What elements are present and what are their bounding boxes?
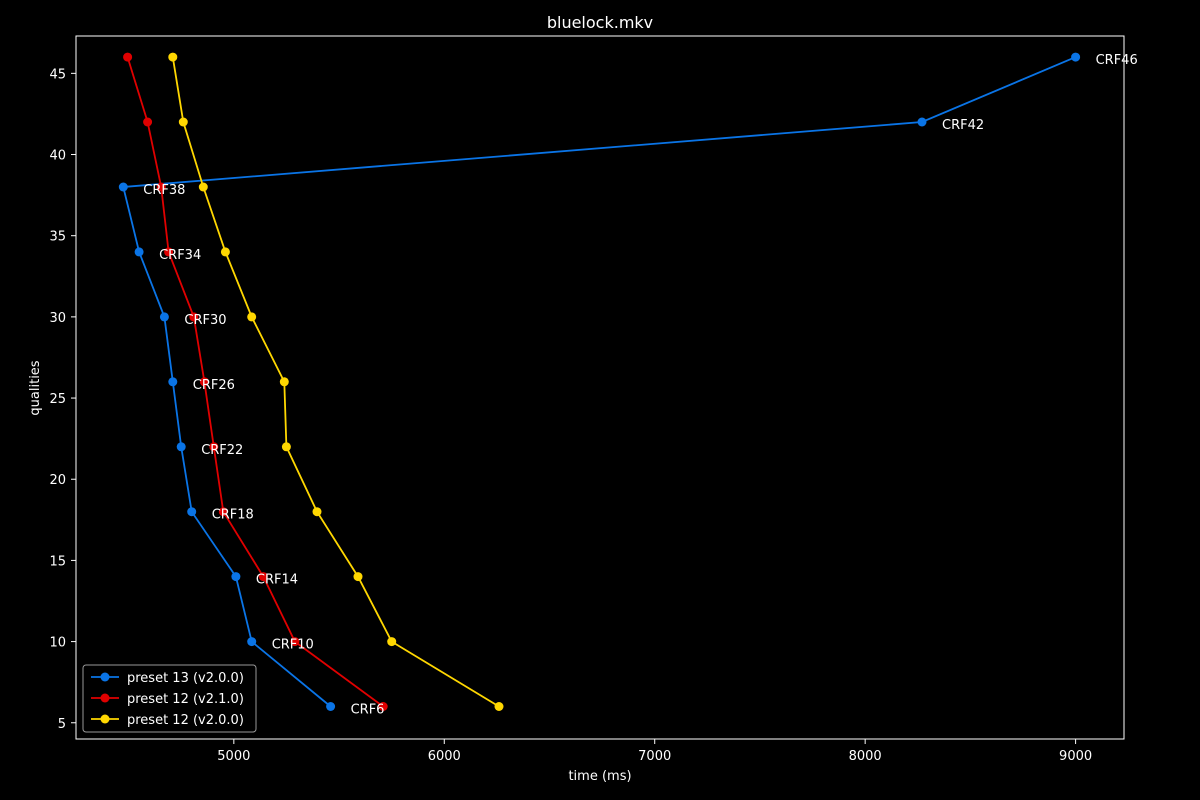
data-point <box>231 572 241 582</box>
data-point <box>220 247 230 257</box>
point-annotation: CRF10 <box>272 638 314 653</box>
y-axis: 5 10 15 20 25 30 35 40 45 <box>49 67 76 732</box>
data-point <box>290 637 300 647</box>
legend-item: preset 13 (v2.0.0) <box>91 671 244 686</box>
legend-label: preset 13 (v2.0.0) <box>127 671 244 686</box>
data-point <box>168 52 178 62</box>
data-point <box>258 572 268 582</box>
x-tick-label: 7000 <box>638 749 671 764</box>
data-point <box>168 377 178 387</box>
legend-item: preset 12 (v2.1.0) <box>91 692 244 707</box>
legend-label: preset 12 (v2.0.0) <box>127 713 244 728</box>
data-point <box>247 312 257 322</box>
data-point <box>387 637 397 647</box>
x-tick-label: 5000 <box>217 749 250 764</box>
data-point <box>247 637 257 647</box>
data-point <box>198 182 208 192</box>
point-annotation: CRF30 <box>184 313 226 328</box>
legend-label: preset 12 (v2.1.0) <box>127 692 244 707</box>
data-point <box>378 702 388 711</box>
data-point <box>326 702 336 711</box>
x-tick-label: 8000 <box>849 749 882 764</box>
data-point <box>279 377 289 387</box>
chart-title: bluelock.mkv <box>547 13 653 32</box>
data-point <box>118 182 128 192</box>
legend: preset 13 (v2.0.0) preset 12 (v2.1.0) pres… <box>82 664 257 733</box>
data-point <box>164 247 174 257</box>
y-tick-label: 30 <box>49 311 66 326</box>
data-point <box>312 507 322 517</box>
x-axis: 5000 6000 7000 8000 9000 <box>217 739 1092 764</box>
point-annotation: CRF38 <box>143 183 185 198</box>
data-point <box>156 182 166 192</box>
legend-marker-swatch <box>100 693 110 703</box>
point-annotation: CRF42 <box>942 118 984 133</box>
legend-box <box>82 664 257 733</box>
series-2 <box>168 52 504 711</box>
y-tick-label: 40 <box>49 149 66 164</box>
point-annotation: CRF6 <box>351 703 385 718</box>
point-annotation: CRF14 <box>256 573 298 588</box>
data-point <box>159 312 169 322</box>
data-point <box>134 247 144 257</box>
data-point <box>199 377 209 387</box>
series-layer <box>118 52 1081 711</box>
data-point <box>917 117 927 127</box>
data-point <box>187 507 197 517</box>
y-tick-label: 20 <box>49 473 66 488</box>
data-point <box>178 117 188 127</box>
annotation-layer: CRF46 CRF42 CRF38 CRF34 CRF30 CRF26 CRF22 CRF18… <box>143 53 1137 717</box>
y-tick-label: 10 <box>49 636 66 651</box>
legend-item: preset 12 (v2.0.0) <box>91 713 244 728</box>
x-tick-label: 9000 <box>1059 749 1092 764</box>
point-annotation: CRF26 <box>193 378 235 393</box>
plot-frame <box>75 35 1125 740</box>
data-point <box>494 702 504 711</box>
y-tick-label: 15 <box>49 554 66 569</box>
legend-marker-swatch <box>100 714 110 724</box>
data-point <box>281 442 291 452</box>
y-tick-label: 25 <box>49 392 66 407</box>
y-tick-label: 5 <box>58 717 66 732</box>
y-tick-label: 45 <box>49 67 66 82</box>
x-tick-label: 6000 <box>428 749 461 764</box>
data-point <box>189 312 199 322</box>
point-annotation: CRF46 <box>1096 53 1138 68</box>
series-0 <box>118 52 1081 711</box>
legend-marker-swatch <box>100 672 110 682</box>
x-axis-label: time (ms) <box>568 769 631 784</box>
data-point <box>143 117 153 127</box>
point-annotation: CRF22 <box>201 443 243 458</box>
data-point <box>218 507 228 517</box>
data-point <box>353 572 363 582</box>
data-point <box>1071 52 1081 62</box>
y-tick-label: 35 <box>49 230 66 245</box>
data-point <box>123 52 133 62</box>
point-annotation: CRF34 <box>159 248 201 263</box>
data-point <box>209 442 219 452</box>
point-annotation: CRF18 <box>212 508 254 523</box>
data-point <box>176 442 186 452</box>
y-axis-label: qualities <box>28 360 43 415</box>
series-1 <box>123 52 388 711</box>
